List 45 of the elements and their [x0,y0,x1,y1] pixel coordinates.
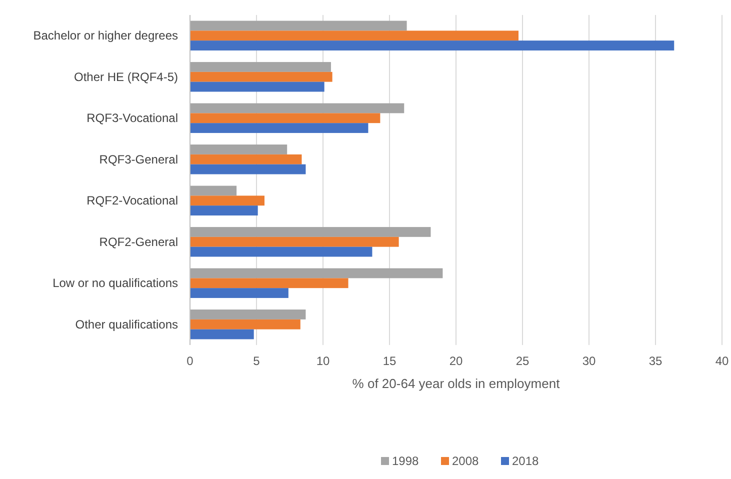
x-axis-title: % of 20-64 year olds in employment [352,376,560,391]
x-tick-label: 20 [449,354,463,368]
bar [190,164,306,174]
bar [190,236,399,247]
y-tick-label: RQF3-Vocational [86,111,178,126]
bar [190,246,372,257]
bar [190,206,258,216]
x-tick-label: 5 [253,354,260,368]
legend-label: 1998 [392,454,420,468]
x-tick-label: 40 [715,354,729,368]
x-tick-label: 10 [316,354,330,368]
y-tick-label: RQF2-General [99,234,178,249]
x-tick-label: 15 [382,354,396,368]
y-tick-label: Other HE (RQF4-5) [74,70,178,84]
bar [190,72,332,82]
bar [190,103,404,114]
bar [190,186,237,196]
y-tick-label: Low or no qualifications [52,276,178,290]
bar [190,40,674,50]
bar [190,310,306,320]
x-tick-label: 35 [648,354,662,368]
bar [190,329,254,340]
bar [190,227,431,237]
bar [190,20,407,31]
bar [190,268,443,278]
bar [190,30,519,41]
legend-label: 2018 [512,454,540,468]
y-tick-label: RQF2-Vocational [86,194,178,208]
bar [190,144,288,154]
y-tick-label: Bachelor or higher degrees [33,28,178,43]
x-tick-label: 0 [186,354,194,368]
legend-label: 2008 [452,454,480,468]
bar [190,113,380,124]
bar [190,154,302,164]
bar [190,82,324,92]
bar [190,62,331,72]
bar [190,278,348,288]
bar [190,319,300,330]
x-tick-label: 30 [582,354,596,368]
y-tick-label: RQF3-General [99,152,178,166]
y-tick-label: Other qualifications [75,317,178,332]
x-tick-label: 25 [516,354,530,368]
bar [190,288,288,298]
bar [190,123,368,133]
bar [190,196,264,206]
